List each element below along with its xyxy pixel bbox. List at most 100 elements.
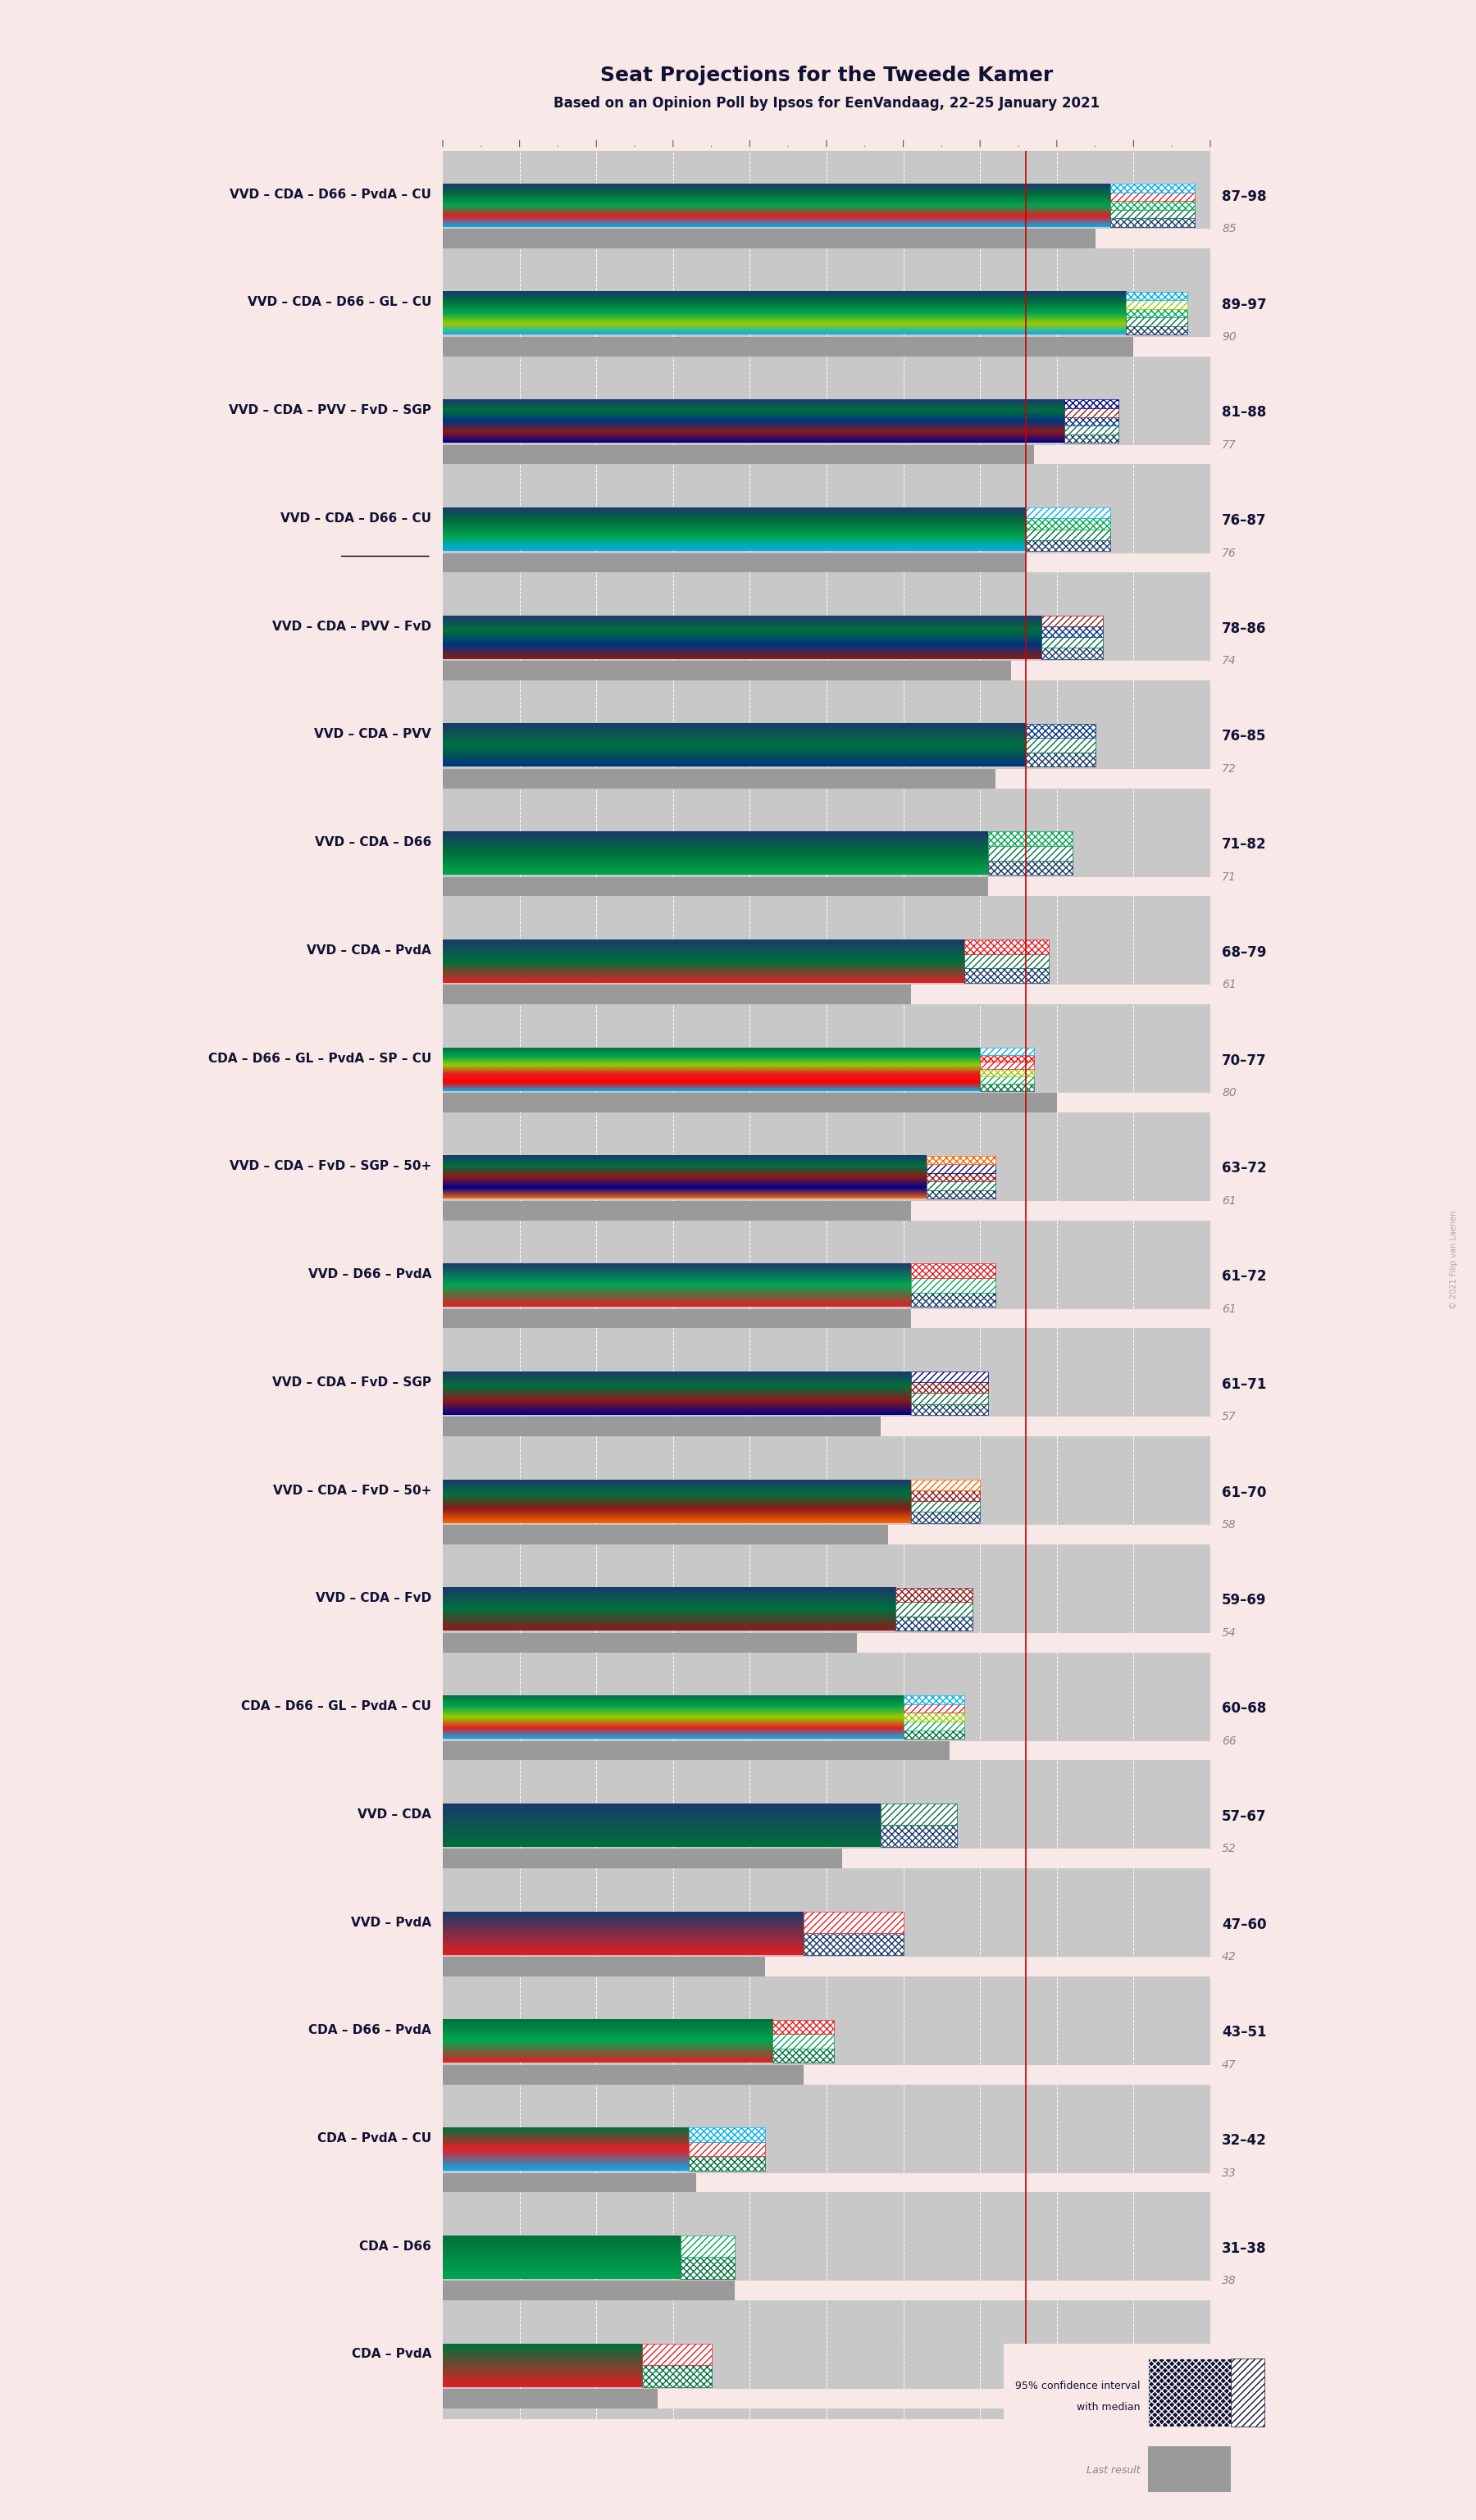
Bar: [443, 1870, 1210, 1910]
Bar: [443, 643, 1210, 680]
Bar: [443, 1290, 1210, 1331]
Bar: [1126, 325, 1187, 335]
Text: VVD – CDA – FvD – SGP – 50+: VVD – CDA – FvD – SGP – 50+: [229, 1159, 431, 1172]
Bar: [443, 466, 1210, 507]
Text: CDA – D66: CDA – D66: [359, 2240, 431, 2253]
Text: VVD – CDA – D66 – CU: VVD – CDA – D66 – CU: [280, 512, 431, 524]
Bar: [1026, 738, 1095, 753]
Bar: [1148, 2447, 1231, 2492]
Bar: [987, 859, 1072, 874]
Bar: [841, 1850, 1210, 1867]
Bar: [443, 1958, 765, 1976]
Text: 38: 38: [1222, 2276, 1237, 2286]
Text: with median: with median: [1076, 2402, 1139, 2412]
Text: 54: 54: [1222, 1628, 1237, 1638]
Bar: [443, 2046, 1210, 2087]
Bar: [443, 748, 1210, 789]
Bar: [1126, 318, 1187, 325]
Bar: [987, 877, 1210, 897]
Bar: [1026, 539, 1110, 552]
Text: 81–88: 81–88: [1222, 406, 1266, 421]
Bar: [443, 2172, 697, 2192]
Bar: [443, 1696, 965, 1739]
Bar: [880, 1804, 956, 1824]
Text: Seat Projections for the Tweede Kamer: Seat Projections for the Tweede Kamer: [601, 66, 1052, 86]
Bar: [443, 1913, 903, 1956]
Text: 71–82: 71–82: [1222, 837, 1266, 852]
Text: 89–97: 89–97: [1222, 297, 1266, 312]
Text: 61–72: 61–72: [1222, 1270, 1266, 1283]
Bar: [443, 1202, 911, 1220]
Bar: [911, 1512, 980, 1522]
Bar: [773, 2019, 834, 2034]
Bar: [980, 1056, 1033, 1061]
Bar: [443, 1074, 1210, 1114]
Bar: [1042, 638, 1103, 648]
Text: 61: 61: [1222, 1303, 1237, 1315]
Bar: [911, 1293, 995, 1308]
Bar: [995, 769, 1210, 789]
Bar: [858, 1633, 1210, 1653]
Bar: [903, 1731, 965, 1739]
Bar: [443, 877, 987, 897]
Bar: [1231, 2359, 1263, 2427]
Bar: [965, 968, 1049, 983]
Text: 76: 76: [1222, 547, 1237, 559]
Text: VVD – CDA – D66: VVD – CDA – D66: [314, 837, 431, 849]
Bar: [1026, 507, 1110, 519]
Bar: [903, 1704, 965, 1714]
Bar: [443, 2192, 1210, 2233]
Bar: [443, 507, 1110, 552]
Text: 78–86: 78–86: [1222, 622, 1266, 635]
Bar: [443, 1157, 995, 1200]
Bar: [965, 955, 1049, 968]
Bar: [443, 292, 1187, 335]
Bar: [1064, 401, 1119, 408]
Text: VVD – CDA – FvD: VVD – CDA – FvD: [316, 1593, 431, 1605]
Bar: [443, 1761, 1210, 1802]
Bar: [927, 1172, 995, 1182]
Bar: [911, 1479, 980, 1489]
Text: VVD – CDA – FvD – 50+: VVD – CDA – FvD – 50+: [273, 1484, 431, 1497]
Bar: [443, 1830, 1210, 1870]
Text: CDA – PvdA – CU: CDA – PvdA – CU: [317, 2132, 431, 2145]
Bar: [688, 2142, 765, 2157]
Text: 70–77: 70–77: [1222, 1053, 1266, 1068]
Bar: [443, 358, 1210, 398]
Bar: [697, 2172, 1210, 2192]
Text: VVD – CDA – FvD – SGP: VVD – CDA – FvD – SGP: [272, 1376, 431, 1389]
Bar: [688, 2157, 765, 2170]
Bar: [443, 1114, 1210, 1154]
Bar: [443, 832, 1072, 874]
Bar: [911, 1489, 980, 1502]
Bar: [443, 1938, 1210, 1978]
Bar: [443, 680, 1210, 721]
Text: 68–79: 68–79: [1222, 945, 1266, 960]
Text: VVD – CDA – PVV – FvD – SGP: VVD – CDA – PVV – FvD – SGP: [229, 403, 431, 416]
Text: 95% confidence interval: 95% confidence interval: [1015, 2381, 1139, 2391]
Text: VVD – PvdA: VVD – PvdA: [351, 1915, 431, 1928]
Bar: [987, 847, 1072, 859]
Bar: [443, 2344, 711, 2386]
Bar: [903, 1721, 965, 1731]
Bar: [443, 1588, 973, 1630]
Bar: [443, 184, 1196, 227]
Bar: [1148, 2359, 1263, 2427]
Bar: [911, 1404, 987, 1414]
Text: 26–35: 26–35: [1222, 2349, 1266, 2364]
Text: CDA – D66 – GL – PvdA – SP – CU: CDA – D66 – GL – PvdA – SP – CU: [208, 1053, 431, 1063]
Bar: [980, 1084, 1033, 1091]
Bar: [1064, 433, 1119, 444]
Text: 28: 28: [1222, 2384, 1237, 2394]
Bar: [443, 2260, 1210, 2301]
Text: VVD – CDA – D66 – PvdA – CU: VVD – CDA – D66 – PvdA – CU: [230, 189, 431, 202]
Bar: [1026, 519, 1110, 529]
Bar: [1026, 753, 1095, 766]
Bar: [443, 534, 1210, 575]
Bar: [911, 985, 1210, 1005]
Text: 33: 33: [1222, 2167, 1237, 2180]
Text: VVD – CDA – PVV – FvD: VVD – CDA – PVV – FvD: [272, 620, 431, 633]
Bar: [443, 789, 1210, 829]
Text: 63–72: 63–72: [1222, 1162, 1266, 1177]
Bar: [443, 1436, 1210, 1477]
